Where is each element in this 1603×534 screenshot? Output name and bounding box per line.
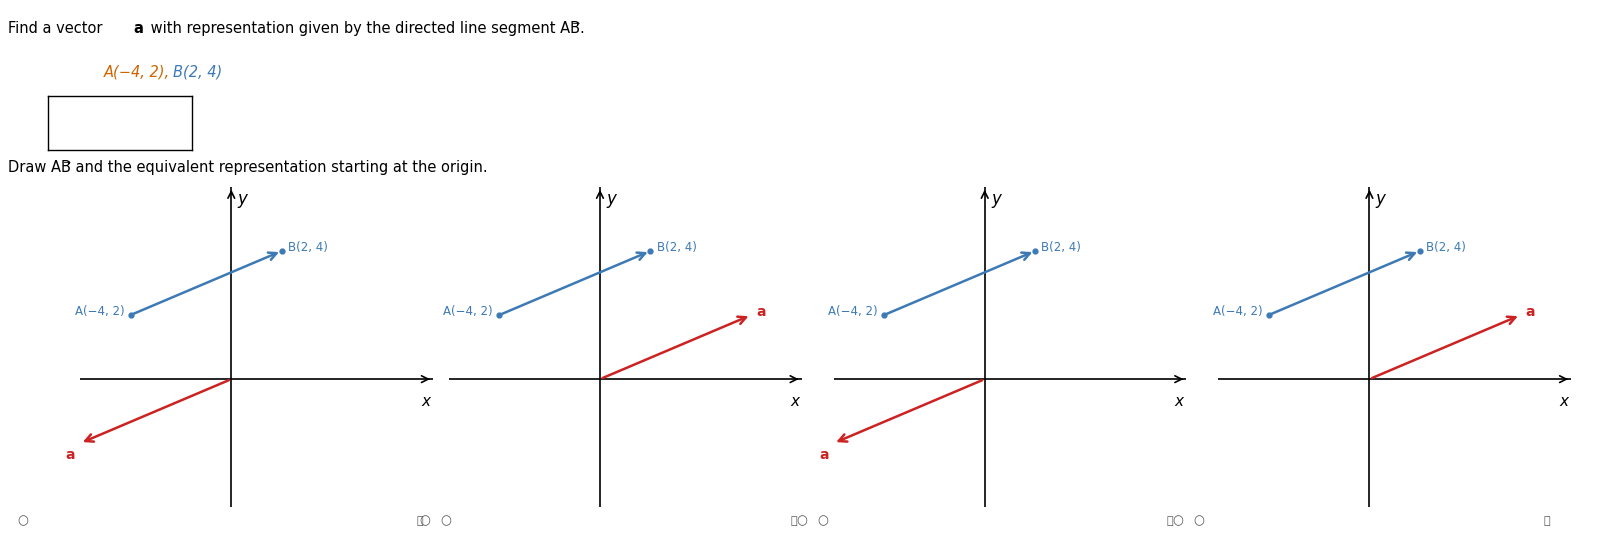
Text: Draw AB⃗ and the equivalent representation starting at the origin.: Draw AB⃗ and the equivalent representati… bbox=[8, 160, 487, 175]
Text: ○: ○ bbox=[797, 514, 806, 527]
Text: x: x bbox=[1175, 394, 1183, 409]
Text: ○: ○ bbox=[1194, 514, 1204, 527]
Text: A(−4, 2): A(−4, 2) bbox=[829, 305, 878, 318]
Text: ○: ○ bbox=[18, 514, 27, 527]
Text: y: y bbox=[237, 190, 247, 208]
Text: a: a bbox=[133, 21, 143, 36]
Text: x: x bbox=[790, 394, 798, 409]
Text: a: a bbox=[757, 305, 766, 319]
Text: a: a bbox=[819, 448, 829, 462]
Text: ○: ○ bbox=[1173, 514, 1183, 527]
Text: B(2, 4): B(2, 4) bbox=[289, 241, 329, 254]
Text: B(2, 4): B(2, 4) bbox=[1427, 241, 1467, 254]
Text: B(2, 4): B(2, 4) bbox=[173, 64, 223, 79]
Text: ⓘ: ⓘ bbox=[1167, 516, 1173, 525]
Text: y: y bbox=[1375, 190, 1385, 208]
Text: ○: ○ bbox=[818, 514, 827, 527]
Text: a: a bbox=[66, 448, 75, 462]
Text: A(−4, 2),: A(−4, 2), bbox=[104, 64, 170, 79]
Text: x: x bbox=[422, 394, 430, 409]
Text: ○: ○ bbox=[420, 514, 430, 527]
Text: y: y bbox=[606, 190, 616, 208]
Text: y: y bbox=[991, 190, 1000, 208]
Text: Find a vector: Find a vector bbox=[8, 21, 107, 36]
Text: with representation given by the directed line segment AB⃗.: with representation given by the directe… bbox=[146, 21, 585, 36]
Text: ○: ○ bbox=[441, 514, 450, 527]
Text: B(2, 4): B(2, 4) bbox=[657, 241, 697, 254]
Text: x: x bbox=[1560, 394, 1568, 409]
Text: A(−4, 2): A(−4, 2) bbox=[444, 305, 494, 318]
Text: ⓘ: ⓘ bbox=[1544, 516, 1550, 525]
Text: ⓘ: ⓘ bbox=[790, 516, 797, 525]
Text: ⓘ: ⓘ bbox=[417, 516, 423, 525]
Text: A(−4, 2): A(−4, 2) bbox=[75, 305, 125, 318]
Text: a: a bbox=[1526, 305, 1536, 319]
Text: B(2, 4): B(2, 4) bbox=[1042, 241, 1082, 254]
Text: A(−4, 2): A(−4, 2) bbox=[1213, 305, 1263, 318]
